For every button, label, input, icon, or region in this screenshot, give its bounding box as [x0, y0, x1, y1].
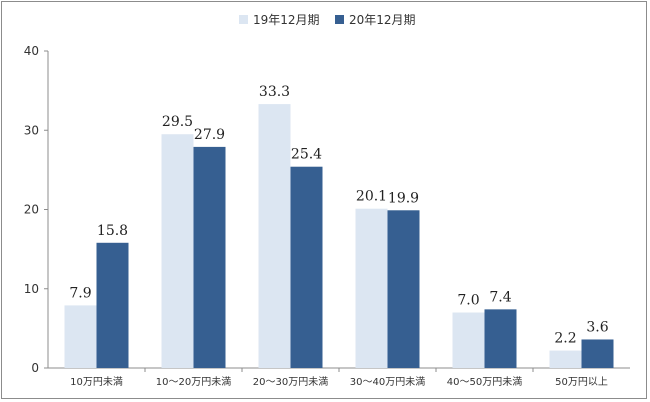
bar — [96, 242, 129, 368]
data-label: 7.0 — [457, 293, 479, 309]
data-label: 2.2 — [554, 331, 576, 347]
axes: 0 10 20 30 40 10万円未満 10～20万円未満 20～30万円未満 30～40万円… — [24, 44, 630, 388]
x-category-label: 30～40万円未満 — [350, 376, 425, 388]
data-label: 29.5 — [162, 114, 193, 130]
y-tick-label: 10 — [24, 282, 39, 296]
data-label: 25.4 — [291, 147, 322, 163]
data-label: 15.8 — [97, 223, 128, 239]
x-category-label: 20～30万円未満 — [253, 376, 328, 388]
y-tick-label: 30 — [24, 123, 39, 137]
bars — [64, 104, 614, 368]
legend-label: 19年12月期 — [253, 13, 320, 27]
bar — [193, 146, 226, 368]
x-category-label: 10万円未満 — [70, 376, 123, 388]
y-tick-label: 0 — [31, 361, 39, 375]
data-labels: 7.9 15.8 29.527.9 33.3 25.4 20.1 19.9 7.0 7.4 2.2… — [69, 84, 608, 346]
bar — [452, 312, 485, 368]
x-category-label: 10～20万円未満 — [156, 376, 231, 388]
bar — [161, 134, 194, 368]
bar — [355, 208, 388, 368]
legend-label: 20年12月期 — [349, 13, 416, 27]
bar — [290, 166, 323, 368]
x-category-label: 50万円以上 — [555, 376, 608, 388]
legend: 19年12月期 20年12月期 — [239, 13, 416, 27]
y-tick-label: 20 — [24, 203, 39, 217]
legend-swatch — [239, 15, 248, 24]
y-tick-label: 40 — [24, 44, 39, 58]
data-label: 7.4 — [489, 289, 511, 305]
bar — [581, 339, 614, 368]
bar — [258, 104, 291, 368]
legend-swatch — [335, 15, 344, 24]
x-category-label: 40～50万円未満 — [447, 376, 522, 388]
bar — [484, 309, 517, 368]
data-label: 3.6 — [586, 319, 608, 335]
bar — [387, 210, 420, 368]
data-label: 20.1 — [356, 189, 387, 205]
data-label: 27.9 — [194, 127, 225, 143]
data-label: 19.9 — [388, 190, 419, 206]
bar — [64, 305, 97, 368]
data-label: 33.3 — [259, 84, 290, 100]
data-label: 7.9 — [69, 285, 91, 301]
bar — [549, 350, 582, 368]
